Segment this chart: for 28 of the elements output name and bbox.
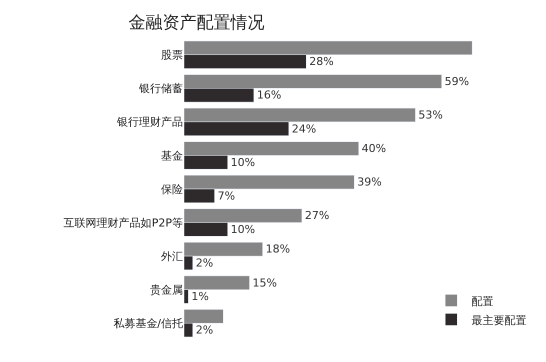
y-tick-label: 股票: [161, 48, 183, 62]
data-label: 40%: [362, 142, 386, 156]
y-tick-label: 互联网理财产品如P2P等: [64, 216, 183, 230]
y-tick-label: 银行理财产品: [116, 116, 183, 129]
data-label: 2%: [196, 324, 214, 337]
data-label: 2%: [196, 256, 214, 270]
legend-label: 最主要配置: [471, 314, 526, 327]
y-tick-label: 私募基金/信托: [113, 317, 183, 330]
data-label: 10%: [230, 156, 256, 169]
data-label: 28%: [309, 55, 334, 68]
y-tick-label: 外汇: [161, 250, 183, 263]
data-label: 24%: [292, 122, 316, 136]
data-label: 53%: [418, 108, 443, 122]
y-tick-label: 基金: [161, 149, 183, 162]
data-label: 18%: [266, 242, 290, 256]
data-label: 16%: [256, 88, 282, 102]
data-label: 10%: [230, 222, 256, 236]
data-label: 59%: [444, 74, 470, 88]
data-label: 15%: [252, 276, 277, 290]
y-tick-label: 银行储蓄: [138, 82, 183, 96]
data-label: 39%: [357, 176, 382, 189]
data-label: 1%: [191, 290, 209, 304]
chart-title: 金融资产配置情况: [128, 13, 265, 34]
y-tick-label: 贵金属: [150, 284, 183, 297]
y-tick-label: 保险: [161, 182, 183, 196]
data-label: 27%: [304, 209, 330, 222]
legend-label: 配置: [471, 294, 494, 308]
data-label: 7%: [218, 189, 236, 202]
